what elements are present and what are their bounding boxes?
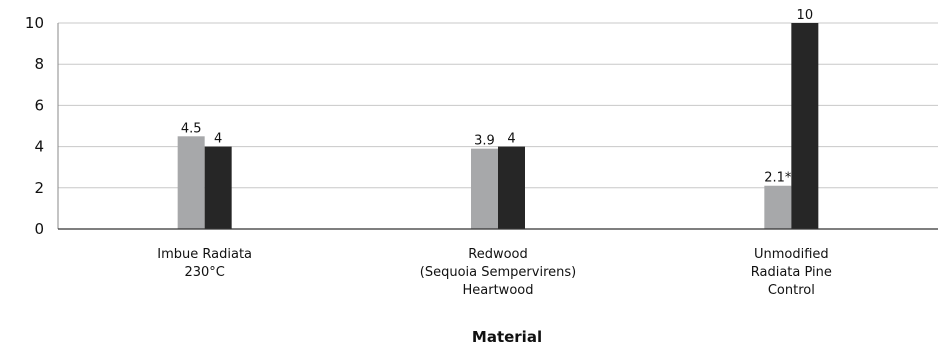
category-label: Heartwood [463, 283, 534, 298]
bar [471, 148, 498, 229]
y-tick-label: 6 [34, 96, 44, 114]
category-label: Imbue Radiata [157, 247, 252, 262]
data-label: 2.1* [764, 171, 792, 186]
y-tick-label: 4 [34, 138, 44, 156]
y-tick-label: 8 [34, 55, 44, 73]
data-label: 3.9 [474, 134, 495, 149]
data-label: 4.5 [181, 121, 202, 136]
data-label: 4 [507, 132, 515, 147]
category-label: Redwood [468, 247, 528, 262]
bars [177, 23, 819, 229]
data-label: 10 [797, 8, 814, 23]
category-label: Unmodified [754, 247, 829, 262]
data-label: 4 [214, 132, 222, 147]
category-label: Control [768, 283, 815, 298]
bar [177, 136, 205, 229]
y-tick-label: 10 [25, 14, 44, 32]
bar [204, 146, 232, 229]
category-label: (Sequoia Sempervirens) [420, 265, 576, 280]
category-label: 230°C [184, 265, 224, 280]
bar [791, 23, 819, 229]
y-axis-ticks: 0 2 4 6 8 10 [25, 14, 44, 238]
bar [498, 146, 525, 229]
y-tick-label: 2 [34, 179, 44, 197]
data-labels: 4.5 4 3.9 4 2.1* 10 [181, 8, 813, 186]
category-label: Radiata Pine [751, 265, 832, 280]
x-axis-title: Material [472, 328, 542, 346]
y-tick-label: 0 [34, 220, 44, 238]
category-labels: Imbue Radiata 230°C Redwood (Sequoia Semper… [157, 247, 832, 298]
bar [764, 185, 792, 229]
